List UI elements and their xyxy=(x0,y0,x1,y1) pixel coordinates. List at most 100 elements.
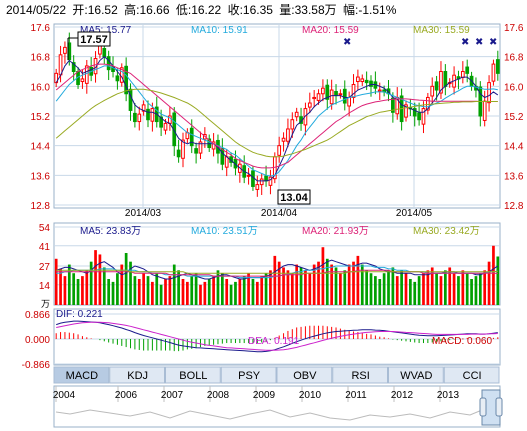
volume-tick-label: 27 xyxy=(39,262,51,273)
price-ma20-line xyxy=(55,63,498,169)
price-tick-label-left: 13.6 xyxy=(31,171,51,182)
tab-obv[interactable]: OBV xyxy=(276,366,333,384)
header-high: 16.66 xyxy=(139,3,169,17)
candle xyxy=(342,80,347,111)
candle xyxy=(321,79,325,102)
volume-bars xyxy=(54,245,500,305)
volume-bar xyxy=(168,276,172,305)
volume-bar xyxy=(181,279,185,305)
candle-body xyxy=(71,62,76,72)
tab-psy[interactable]: PSY xyxy=(220,366,277,384)
timeline-handle-left[interactable] xyxy=(479,397,487,417)
tab-background xyxy=(109,366,165,384)
tab-label: WVAD xyxy=(400,370,432,382)
volume-bar xyxy=(199,284,202,305)
dea-line xyxy=(56,321,498,351)
price-tick-label-right: 12.8 xyxy=(504,201,524,212)
tab-macd[interactable]: MACD xyxy=(53,366,110,384)
candle-body xyxy=(146,108,150,121)
timeline-handle-right[interactable] xyxy=(495,397,503,417)
volume-grid xyxy=(54,226,500,286)
header-close-label: 收: xyxy=(228,3,243,17)
price-ma10-line xyxy=(55,65,498,177)
header-open-label: 开: xyxy=(72,3,87,17)
candle-body xyxy=(286,128,290,142)
volume-bar xyxy=(352,261,355,305)
volume-bar xyxy=(286,270,290,305)
price-tick-label-right: 16.8 xyxy=(504,53,524,64)
indicator-tabs: MACD KDJ BOLL PSY OBV RSI WVAD CCI xyxy=(53,366,500,384)
volume-bar xyxy=(312,264,316,305)
star-markers: ✖ ✖ ✖ ✖ xyxy=(343,37,497,48)
candle-body xyxy=(137,113,142,123)
candle-body xyxy=(443,71,448,87)
candle-body xyxy=(434,81,439,91)
candle-body xyxy=(150,108,155,122)
candle xyxy=(133,103,137,128)
star-icon: ✖ xyxy=(475,37,483,48)
candle-body xyxy=(98,45,102,55)
star-icon: ✖ xyxy=(343,37,351,48)
candle xyxy=(84,60,89,94)
volume-bar xyxy=(347,264,351,305)
tab-background xyxy=(332,366,388,384)
candle-body xyxy=(412,108,417,117)
candle xyxy=(312,90,317,108)
macd-lines xyxy=(56,320,498,353)
volume-bar xyxy=(277,261,281,305)
candle xyxy=(325,79,330,110)
volume-ma-lines xyxy=(56,259,499,280)
volume-bar xyxy=(177,270,180,305)
candle xyxy=(63,41,67,64)
timeline-year-label: 2004 xyxy=(53,390,76,401)
candle xyxy=(364,71,369,91)
volume-y-axis: 54 41 27 14 万 xyxy=(39,223,51,309)
volume-bar xyxy=(360,264,364,305)
tab-rsi[interactable]: RSI xyxy=(332,366,388,384)
volume-bar xyxy=(295,264,299,305)
candle-body xyxy=(334,91,338,97)
candle-body xyxy=(421,108,426,125)
volume-bar xyxy=(443,270,447,305)
volume-bar xyxy=(137,279,141,305)
timeline-year-label: 2011 xyxy=(345,390,367,401)
price-y-axis-right: 17.6 16.8 16.0 15.2 14.4 13.6 12.8 xyxy=(504,23,524,212)
candle xyxy=(430,77,435,104)
candle-body xyxy=(141,104,146,112)
candle-body xyxy=(259,178,264,186)
candle-body xyxy=(251,170,255,187)
candle xyxy=(425,93,430,115)
volume-bar xyxy=(63,276,67,305)
tab-kdj[interactable]: KDJ xyxy=(109,366,165,384)
candle xyxy=(150,102,155,132)
candle-body xyxy=(128,88,133,111)
x-label-2014-03: 2014/03 xyxy=(125,208,162,219)
header-volume: 33.58万 xyxy=(295,3,337,17)
candle xyxy=(220,138,225,171)
candle-body xyxy=(207,138,212,149)
timeline-year-label: 2006 xyxy=(115,390,138,401)
candle xyxy=(281,132,286,152)
candle-body xyxy=(281,137,286,142)
price-tick-label-left: 16.8 xyxy=(31,53,51,64)
volume-bar xyxy=(282,267,285,305)
candle-body xyxy=(312,96,317,100)
candle-body xyxy=(220,148,225,165)
price-tick-label-left: 14.4 xyxy=(31,142,51,153)
tab-boll[interactable]: BOLL xyxy=(165,366,221,384)
candle-body xyxy=(224,156,229,168)
header-open: 16.52 xyxy=(88,3,118,17)
price-tick-label-right: 14.4 xyxy=(504,142,524,153)
candle xyxy=(417,102,421,126)
candle xyxy=(181,132,185,168)
volume-ma5-line xyxy=(56,259,499,280)
header-volume-label: 量: xyxy=(279,3,294,17)
volume-bar xyxy=(334,267,338,305)
tab-cci[interactable]: CCI xyxy=(443,366,500,384)
ma5-label: MA5: 15.77 xyxy=(80,25,132,36)
candle-body xyxy=(482,100,487,121)
candle xyxy=(404,100,408,122)
volume-bar xyxy=(85,270,89,305)
volume-tick-label: 54 xyxy=(39,223,51,234)
tab-wvad[interactable]: WVAD xyxy=(388,366,444,384)
